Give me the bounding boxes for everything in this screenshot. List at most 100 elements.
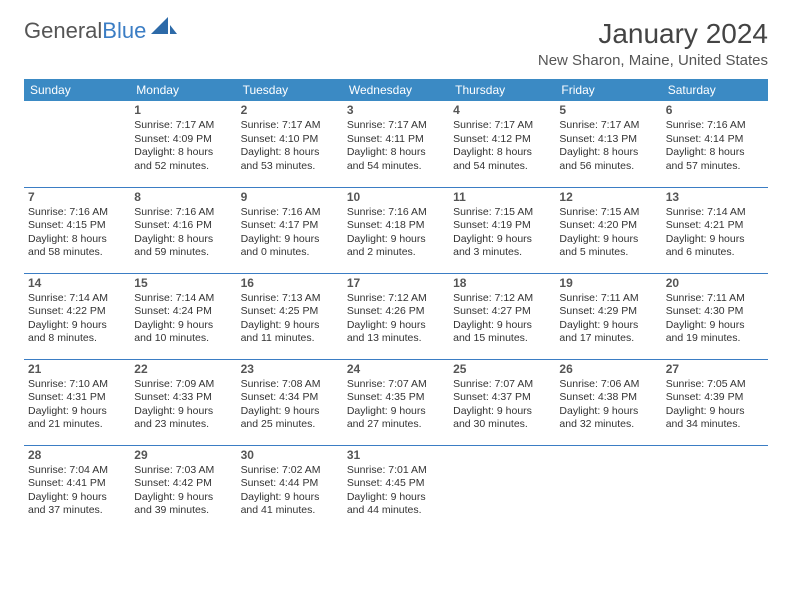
daylight-line-2: and 19 minutes. (666, 332, 764, 345)
sunset-line: Sunset: 4:35 PM (347, 391, 445, 404)
daylight-line-2: and 21 minutes. (28, 418, 126, 431)
day-number: 8 (134, 190, 232, 205)
calendar-cell (449, 445, 555, 531)
daylight-line-1: Daylight: 9 hours (241, 491, 339, 504)
sunrise-line: Sunrise: 7:17 AM (559, 119, 657, 132)
sunset-line: Sunset: 4:33 PM (134, 391, 232, 404)
calendar: SundayMondayTuesdayWednesdayThursdayFrid… (24, 79, 768, 531)
daylight-line-1: Daylight: 8 hours (666, 146, 764, 159)
sunset-line: Sunset: 4:41 PM (28, 477, 126, 490)
day-number: 29 (134, 448, 232, 463)
day-number: 5 (559, 103, 657, 118)
calendar-cell: 27Sunrise: 7:05 AMSunset: 4:39 PMDayligh… (662, 359, 768, 445)
daylight-line-2: and 54 minutes. (347, 160, 445, 173)
daylight-line-2: and 15 minutes. (453, 332, 551, 345)
daylight-line-1: Daylight: 9 hours (559, 319, 657, 332)
daylight-line-1: Daylight: 9 hours (347, 405, 445, 418)
daylight-line-1: Daylight: 9 hours (241, 319, 339, 332)
calendar-cell: 23Sunrise: 7:08 AMSunset: 4:34 PMDayligh… (237, 359, 343, 445)
daylight-line-2: and 3 minutes. (453, 246, 551, 259)
header: GeneralBlue January 2024 New Sharon, Mai… (24, 18, 768, 69)
sunset-line: Sunset: 4:20 PM (559, 219, 657, 232)
sunset-line: Sunset: 4:30 PM (666, 305, 764, 318)
sunset-line: Sunset: 4:45 PM (347, 477, 445, 490)
calendar-row: 7Sunrise: 7:16 AMSunset: 4:15 PMDaylight… (24, 187, 768, 273)
daylight-line-2: and 37 minutes. (28, 504, 126, 517)
sunrise-line: Sunrise: 7:16 AM (28, 206, 126, 219)
calendar-cell: 20Sunrise: 7:11 AMSunset: 4:30 PMDayligh… (662, 273, 768, 359)
daylight-line-2: and 2 minutes. (347, 246, 445, 259)
sunset-line: Sunset: 4:16 PM (134, 219, 232, 232)
sunrise-line: Sunrise: 7:07 AM (347, 378, 445, 391)
sunrise-line: Sunrise: 7:17 AM (134, 119, 232, 132)
weekday-header: Friday (555, 79, 661, 101)
day-number: 10 (347, 190, 445, 205)
daylight-line-1: Daylight: 8 hours (28, 233, 126, 246)
daylight-line-2: and 8 minutes. (28, 332, 126, 345)
logo-sail-icon (151, 16, 177, 41)
sunrise-line: Sunrise: 7:11 AM (666, 292, 764, 305)
day-number: 1 (134, 103, 232, 118)
calendar-cell: 9Sunrise: 7:16 AMSunset: 4:17 PMDaylight… (237, 187, 343, 273)
sunset-line: Sunset: 4:27 PM (453, 305, 551, 318)
sunset-line: Sunset: 4:26 PM (347, 305, 445, 318)
sunset-line: Sunset: 4:21 PM (666, 219, 764, 232)
calendar-cell: 29Sunrise: 7:03 AMSunset: 4:42 PMDayligh… (130, 445, 236, 531)
day-number: 7 (28, 190, 126, 205)
calendar-cell: 19Sunrise: 7:11 AMSunset: 4:29 PMDayligh… (555, 273, 661, 359)
calendar-cell: 8Sunrise: 7:16 AMSunset: 4:16 PMDaylight… (130, 187, 236, 273)
calendar-header: SundayMondayTuesdayWednesdayThursdayFrid… (24, 79, 768, 101)
sunset-line: Sunset: 4:39 PM (666, 391, 764, 404)
daylight-line-1: Daylight: 9 hours (559, 405, 657, 418)
daylight-line-2: and 53 minutes. (241, 160, 339, 173)
day-number: 19 (559, 276, 657, 291)
weekday-header: Saturday (662, 79, 768, 101)
daylight-line-2: and 54 minutes. (453, 160, 551, 173)
logo: GeneralBlue (24, 18, 177, 44)
calendar-cell: 15Sunrise: 7:14 AMSunset: 4:24 PMDayligh… (130, 273, 236, 359)
day-number: 23 (241, 362, 339, 377)
calendar-cell: 1Sunrise: 7:17 AMSunset: 4:09 PMDaylight… (130, 101, 236, 187)
day-number: 18 (453, 276, 551, 291)
calendar-cell (555, 445, 661, 531)
daylight-line-1: Daylight: 9 hours (666, 233, 764, 246)
sunrise-line: Sunrise: 7:08 AM (241, 378, 339, 391)
day-number: 31 (347, 448, 445, 463)
sunset-line: Sunset: 4:12 PM (453, 133, 551, 146)
daylight-line-1: Daylight: 8 hours (559, 146, 657, 159)
day-number: 13 (666, 190, 764, 205)
daylight-line-1: Daylight: 9 hours (453, 405, 551, 418)
daylight-line-2: and 23 minutes. (134, 418, 232, 431)
daylight-line-1: Daylight: 9 hours (241, 405, 339, 418)
sunrise-line: Sunrise: 7:16 AM (347, 206, 445, 219)
daylight-line-1: Daylight: 8 hours (134, 233, 232, 246)
sunrise-line: Sunrise: 7:06 AM (559, 378, 657, 391)
daylight-line-2: and 10 minutes. (134, 332, 232, 345)
sunset-line: Sunset: 4:25 PM (241, 305, 339, 318)
sunset-line: Sunset: 4:09 PM (134, 133, 232, 146)
daylight-line-2: and 30 minutes. (453, 418, 551, 431)
day-number: 22 (134, 362, 232, 377)
sunrise-line: Sunrise: 7:14 AM (134, 292, 232, 305)
daylight-line-1: Daylight: 9 hours (347, 319, 445, 332)
sunrise-line: Sunrise: 7:15 AM (453, 206, 551, 219)
sunrise-line: Sunrise: 7:13 AM (241, 292, 339, 305)
calendar-cell: 5Sunrise: 7:17 AMSunset: 4:13 PMDaylight… (555, 101, 661, 187)
calendar-cell: 25Sunrise: 7:07 AMSunset: 4:37 PMDayligh… (449, 359, 555, 445)
daylight-line-2: and 59 minutes. (134, 246, 232, 259)
sunrise-line: Sunrise: 7:16 AM (666, 119, 764, 132)
daylight-line-1: Daylight: 9 hours (347, 233, 445, 246)
sunset-line: Sunset: 4:34 PM (241, 391, 339, 404)
daylight-line-1: Daylight: 8 hours (241, 146, 339, 159)
calendar-cell: 3Sunrise: 7:17 AMSunset: 4:11 PMDaylight… (343, 101, 449, 187)
calendar-cell: 7Sunrise: 7:16 AMSunset: 4:15 PMDaylight… (24, 187, 130, 273)
sunset-line: Sunset: 4:37 PM (453, 391, 551, 404)
sunset-line: Sunset: 4:29 PM (559, 305, 657, 318)
sunrise-line: Sunrise: 7:17 AM (241, 119, 339, 132)
weekday-header: Tuesday (237, 79, 343, 101)
day-number: 25 (453, 362, 551, 377)
calendar-cell: 6Sunrise: 7:16 AMSunset: 4:14 PMDaylight… (662, 101, 768, 187)
calendar-cell: 26Sunrise: 7:06 AMSunset: 4:38 PMDayligh… (555, 359, 661, 445)
sunrise-line: Sunrise: 7:10 AM (28, 378, 126, 391)
daylight-line-2: and 32 minutes. (559, 418, 657, 431)
